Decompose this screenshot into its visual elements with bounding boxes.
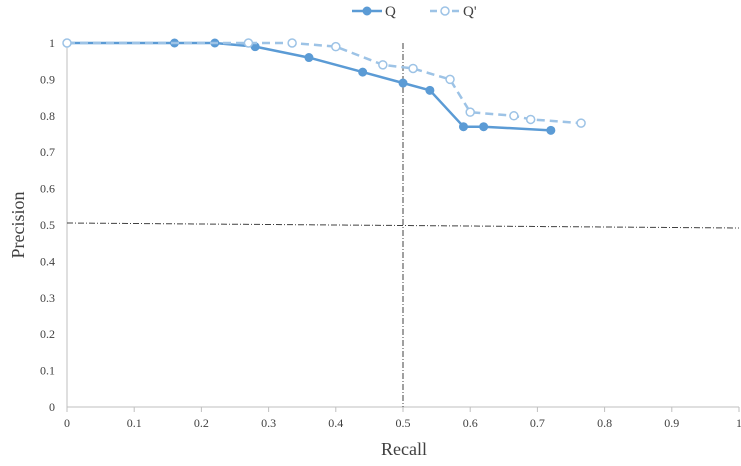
x-tick-label: 0 bbox=[64, 416, 70, 430]
y-tick-label: 0.8 bbox=[40, 109, 55, 123]
legend: Q Q' bbox=[352, 4, 477, 20]
data-point bbox=[458, 122, 468, 132]
y-axis-title: Precision bbox=[8, 192, 28, 259]
x-tick-label: 0.9 bbox=[664, 416, 679, 430]
data-point bbox=[398, 78, 408, 88]
x-tick-label: 0.6 bbox=[463, 416, 478, 430]
x-tick-label: 1 bbox=[736, 416, 741, 430]
legend-label: Q bbox=[385, 4, 396, 20]
y-tick-label: 0.6 bbox=[40, 182, 55, 196]
data-point bbox=[576, 118, 586, 128]
x-tick-labels: 0 0.1 0.2 0.3 0.4 0.5 0.6 0.7 0.8 0.9 1 bbox=[64, 407, 741, 430]
y-tick-labels: 0 0.1 0.2 0.3 0.4 0.5 0.6 0.7 0.8 0.9 1 bbox=[40, 36, 55, 414]
x-tick-label: 0.7 bbox=[530, 416, 545, 430]
data-point bbox=[509, 111, 519, 121]
x-tick-label: 0.1 bbox=[127, 416, 142, 430]
legend-item-1: Q bbox=[352, 4, 396, 20]
series-2 bbox=[62, 38, 586, 128]
x-tick-label: 0.8 bbox=[597, 416, 612, 430]
x-tick-label: 0.4 bbox=[328, 416, 343, 430]
reference-lines bbox=[66, 43, 740, 407]
series-1 bbox=[62, 38, 556, 135]
data-point bbox=[479, 122, 489, 132]
data-point bbox=[408, 63, 418, 74]
y-tick-label: 0.2 bbox=[40, 327, 55, 341]
data-point bbox=[445, 74, 455, 85]
legend-swatch-marker bbox=[362, 6, 372, 16]
x-tick-label: 0.2 bbox=[194, 416, 209, 430]
data-point bbox=[525, 114, 536, 125]
x-tick-label: 0.3 bbox=[261, 416, 276, 430]
legend-item-2: Q' bbox=[430, 4, 477, 20]
data-point bbox=[304, 53, 314, 63]
series-layer bbox=[62, 38, 586, 135]
data-point bbox=[378, 60, 388, 70]
legend-label: Q' bbox=[463, 4, 477, 20]
x-axis-title: Recall bbox=[381, 439, 427, 459]
data-point bbox=[287, 38, 297, 48]
y-tick-label: 0 bbox=[49, 400, 55, 414]
y-tick-label: 0.3 bbox=[40, 291, 55, 305]
y-tick-label: 0.5 bbox=[40, 218, 55, 232]
series-line bbox=[67, 41, 582, 125]
data-point bbox=[465, 107, 475, 117]
y-tick-label: 0.4 bbox=[40, 254, 55, 268]
data-point bbox=[546, 125, 556, 135]
y-tick-label: 0.7 bbox=[40, 145, 55, 159]
data-point bbox=[358, 67, 368, 77]
legend-swatch-marker bbox=[440, 6, 450, 16]
data-point bbox=[331, 41, 341, 52]
horizontal-reference-line bbox=[66, 222, 740, 229]
data-point bbox=[62, 38, 72, 48]
y-tick-label: 0.9 bbox=[40, 72, 55, 86]
x-tick-label: 0.5 bbox=[396, 416, 411, 430]
data-point bbox=[243, 38, 254, 48]
y-tick-label: 0.1 bbox=[40, 364, 55, 378]
y-tick-label: 1 bbox=[49, 36, 55, 50]
data-point bbox=[425, 85, 435, 95]
